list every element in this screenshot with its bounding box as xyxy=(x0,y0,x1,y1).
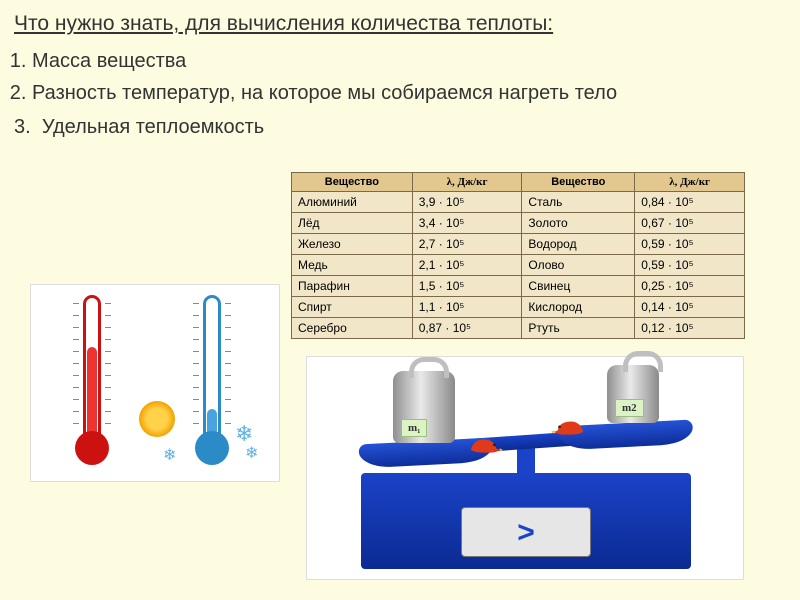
cell: Золото xyxy=(522,213,635,234)
cell: 0,14 · 10⁵ xyxy=(635,297,745,318)
cell: 0,59 · 10⁵ xyxy=(635,255,745,276)
list-item: Разность температур, на которое мы собир… xyxy=(32,80,786,106)
cell: 2,1 · 10⁵ xyxy=(412,255,522,276)
balance-scale-image: m₁ m2 > xyxy=(306,356,744,580)
table-row: Алюминий3,9 · 10⁵Сталь0,84 · 10⁵ xyxy=(292,192,745,213)
cell: 3,4 · 10⁵ xyxy=(412,213,522,234)
cell: Ртуть xyxy=(522,318,635,339)
col-lambda: λ, Дж/кг xyxy=(412,173,522,192)
heat-table: Вещество λ, Дж/кг Вещество λ, Дж/кг Алюм… xyxy=(291,172,745,339)
cell: 0,12 · 10⁵ xyxy=(635,318,745,339)
weight-m1: m₁ xyxy=(393,371,455,443)
col-substance: Вещество xyxy=(292,173,413,192)
table-body: Алюминий3,9 · 10⁵Сталь0,84 · 10⁵ Лёд3,4 … xyxy=(292,192,745,339)
cell: 3,9 · 10⁵ xyxy=(412,192,522,213)
thermometer-hot xyxy=(69,295,115,465)
therm-ticks xyxy=(73,303,111,433)
scale-indicator: > xyxy=(461,507,591,557)
requirements-list: Масса вещества Разность температур, на к… xyxy=(0,44,800,116)
col-lambda: λ, Дж/кг xyxy=(635,173,745,192)
cell: Серебро xyxy=(292,318,413,339)
col-substance: Вещество xyxy=(522,173,635,192)
cell: 0,67 · 10⁵ xyxy=(635,213,745,234)
weight-m2: m2 xyxy=(607,365,659,423)
weight-label: m₁ xyxy=(401,419,427,437)
cell: Лёд xyxy=(292,213,413,234)
table-row: Серебро0,87 · 10⁵Ртуть0,12 · 10⁵ xyxy=(292,318,745,339)
snowflake-icon: ❄ xyxy=(163,445,176,465)
cell: Спирт xyxy=(292,297,413,318)
table-row: Железо2,7 · 10⁵Водород0,59 · 10⁵ xyxy=(292,234,745,255)
bird-icon xyxy=(469,433,503,455)
table-row: Медь2,1 · 10⁵Олово0,59 · 10⁵ xyxy=(292,255,745,276)
sun-icon xyxy=(139,401,175,437)
cell: Свинец xyxy=(522,276,635,297)
cell: Парафин xyxy=(292,276,413,297)
weight-label: m2 xyxy=(615,399,644,417)
cell: 2,7 · 10⁵ xyxy=(412,234,522,255)
thermometer-cold xyxy=(189,295,235,465)
cell: Водород xyxy=(522,234,635,255)
cell: Сталь xyxy=(522,192,635,213)
thermometers-image: ❄ ❄ ❄ xyxy=(30,284,280,482)
table-row: Спирт1,1 · 10⁵Кислород0,14 · 10⁵ xyxy=(292,297,745,318)
cell: Железо xyxy=(292,234,413,255)
cell: 0,84 · 10⁵ xyxy=(635,192,745,213)
cell: 0,87 · 10⁵ xyxy=(412,318,522,339)
cell: 0,59 · 10⁵ xyxy=(635,234,745,255)
list-number: 3. xyxy=(14,116,31,138)
cell: 0,25 · 10⁵ xyxy=(635,276,745,297)
cell: Олово xyxy=(522,255,635,276)
cell: Медь xyxy=(292,255,413,276)
cell: Кислород xyxy=(522,297,635,318)
list-item: Масса вещества xyxy=(32,48,786,74)
therm-ticks xyxy=(193,303,231,433)
snowflake-icon: ❄ xyxy=(245,443,258,463)
list-item-3: 3. Удельная теплоемкость xyxy=(0,116,800,139)
cell: 1,5 · 10⁵ xyxy=(412,276,522,297)
cell: 1,1 · 10⁵ xyxy=(412,297,522,318)
table-row: Лёд3,4 · 10⁵Золото0,67 · 10⁵ xyxy=(292,213,745,234)
page-title: Что нужно знать, для вычисления количест… xyxy=(0,0,800,44)
cell: Алюминий xyxy=(292,192,413,213)
bird-icon xyxy=(551,415,585,437)
greater-than-icon: > xyxy=(462,516,590,550)
list-text: Удельная теплоемкость xyxy=(42,116,264,138)
table-row: Парафин1,5 · 10⁵Свинец0,25 · 10⁵ xyxy=(292,276,745,297)
